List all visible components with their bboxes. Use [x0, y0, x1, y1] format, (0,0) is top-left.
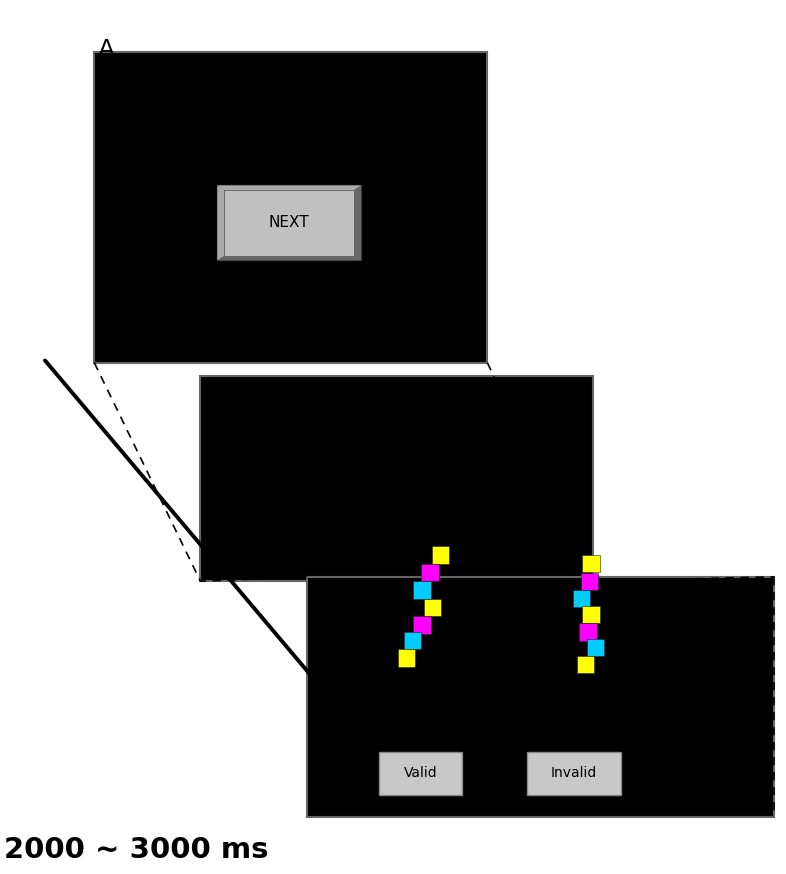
Bar [527, 752, 621, 795]
Polygon shape [217, 185, 225, 260]
Polygon shape [217, 185, 362, 191]
Bar [94, 52, 487, 363]
Text: NEXT: NEXT [269, 215, 310, 231]
Bar [413, 616, 431, 634]
Polygon shape [354, 185, 362, 260]
Bar [577, 656, 594, 673]
Polygon shape [217, 185, 362, 260]
Bar [582, 606, 600, 623]
Text: A: A [98, 38, 116, 61]
Polygon shape [217, 255, 362, 260]
Bar [579, 623, 597, 641]
Text: Invalid: Invalid [551, 766, 597, 780]
Text: C: C [312, 459, 329, 482]
Bar [424, 599, 441, 616]
Bar [225, 191, 354, 255]
Bar [380, 752, 462, 795]
Bar [404, 632, 421, 649]
Bar [587, 639, 604, 656]
Bar [582, 555, 600, 572]
Text: B: B [206, 245, 223, 268]
Text: Valid: Valid [404, 766, 437, 780]
Bar [413, 581, 431, 599]
Text: 2000 ~ 3000 ms: 2000 ~ 3000 ms [4, 836, 269, 864]
Bar [573, 590, 590, 607]
Bar [581, 572, 598, 590]
Bar [307, 577, 774, 817]
Bar [398, 649, 415, 667]
Bar [432, 546, 449, 564]
Bar [200, 376, 593, 581]
Bar [421, 564, 439, 581]
